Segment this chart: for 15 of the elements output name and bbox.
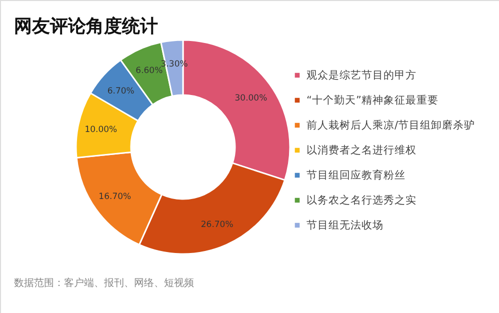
legend-label: 前人栽树后人乘凉/节目组卸磨杀驴 bbox=[306, 118, 476, 132]
data-label: 26.70% bbox=[200, 220, 234, 230]
data-label: 16.70% bbox=[98, 192, 132, 202]
data-label: 10.00% bbox=[84, 125, 118, 136]
chart-title: 网友评论角度统计 bbox=[14, 16, 158, 37]
legend-label: “十个勤天”精神象征最重要 bbox=[306, 93, 438, 106]
legend-label: 观众是综艺节目的甲方 bbox=[306, 68, 416, 82]
data-label: 30.00% bbox=[234, 94, 268, 104]
legend-label: 节目组无法收场 bbox=[306, 218, 384, 232]
legend-label: 节目组回应教育粉丝 bbox=[306, 168, 406, 182]
data-label: 6.60% bbox=[136, 66, 163, 76]
text: 数据范围：客户端、报刊、网络、短视频 bbox=[14, 277, 194, 289]
data-label: 6.70% bbox=[107, 86, 134, 96]
legend-label: 以消费者之名进行维权 bbox=[306, 143, 416, 156]
legend-label: 以务农之名行选秀之实 bbox=[306, 193, 416, 206]
